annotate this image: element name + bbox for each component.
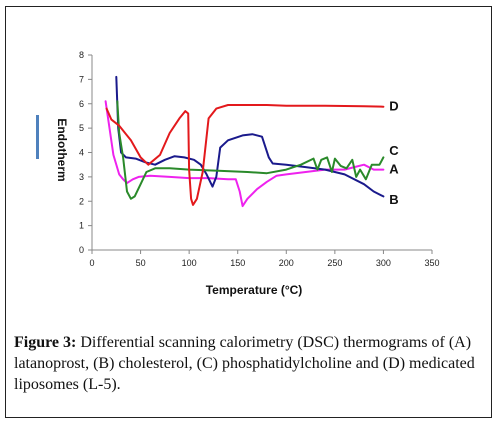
plot-area: 0 50 100 150 200 250 300 350 0 1 2 3 4 5 6 7 8 D CA B <box>79 50 440 268</box>
y-tick-label: 0 <box>79 245 84 255</box>
series-line-a <box>104 100 385 208</box>
x-tick-label: 350 <box>424 258 439 268</box>
y-tick-label: 6 <box>79 99 84 109</box>
x-tick-label: 0 <box>89 258 94 268</box>
y-tick-label: 1 <box>79 221 84 231</box>
series-line-d <box>105 104 385 206</box>
x-tick-label: 50 <box>136 258 146 268</box>
series-line-b <box>115 75 385 198</box>
figure-caption: Figure 3: Differential scanning calorime… <box>14 332 484 395</box>
x-tick-group: 0 50 100 150 200 250 300 350 <box>89 250 440 268</box>
y-axis-title: Endotherm <box>55 118 69 181</box>
curve-label-c: C <box>389 143 399 158</box>
y-tick-label: 7 <box>79 74 84 84</box>
curve-label-group: D CA B <box>389 99 399 207</box>
series-group <box>104 75 385 208</box>
curve-label-a: A <box>389 161 399 176</box>
x-tick-label: 300 <box>376 258 391 268</box>
series-line-c <box>116 100 385 200</box>
x-tick-label: 200 <box>279 258 294 268</box>
y-tick-label: 8 <box>79 50 84 60</box>
y-tick-label: 3 <box>79 172 84 182</box>
curve-label-d: D <box>389 99 398 114</box>
y-tick-label: 2 <box>79 196 84 206</box>
y-tick-group: 0 1 2 3 4 5 6 7 8 <box>79 50 92 255</box>
x-tick-label: 150 <box>230 258 245 268</box>
figure-frame <box>5 6 492 418</box>
x-tick-label: 100 <box>182 258 197 268</box>
x-axis-title: Temperature (°C) <box>206 283 303 297</box>
curve-label-b: B <box>389 192 398 207</box>
y-tick-label: 5 <box>79 123 84 133</box>
x-tick-label: 250 <box>327 258 342 268</box>
caption-label: Figure 3: <box>14 334 77 351</box>
dsc-chart: 0 50 100 150 200 250 300 350 0 1 2 3 4 5 6 7 8 D CA B End… <box>36 50 440 297</box>
caption-text: Differential scanning calorimetry (DSC) … <box>14 334 475 393</box>
endotherm-direction-bar <box>36 115 39 159</box>
y-tick-label: 4 <box>79 148 84 158</box>
